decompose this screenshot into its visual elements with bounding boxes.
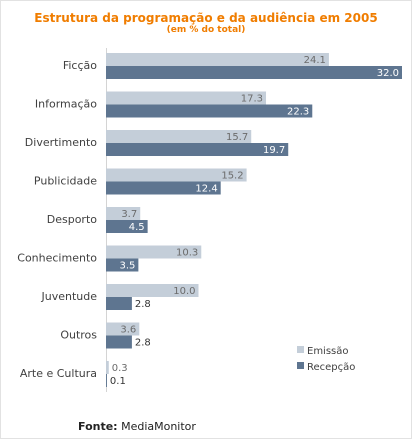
bar-emissao: [106, 130, 252, 143]
bar-recepcao: [106, 181, 221, 195]
category-label: Conhecimento: [17, 252, 97, 265]
legend-label-emissao: Emissão: [307, 346, 349, 357]
category-label: Publicidade: [34, 175, 97, 188]
data-label: 3.7: [121, 209, 137, 220]
source-note: Fonte: MediaMonitor: [78, 420, 196, 433]
data-label: 19.7: [263, 145, 285, 156]
data-label: 12.4: [195, 184, 217, 195]
data-label: 22.3: [287, 107, 309, 118]
data-label: 32.0: [377, 68, 399, 79]
data-label: 2.8: [135, 338, 151, 349]
bar-recepcao: [106, 258, 139, 272]
legend-swatch-recepcao: [297, 362, 304, 369]
legend-label-recepcao: Recepção: [307, 362, 355, 373]
data-label: 3.5: [119, 261, 135, 272]
category-label: Arte e Cultura: [20, 367, 97, 380]
bar-recepcao: [106, 66, 402, 79]
data-label: 10.0: [173, 286, 195, 297]
data-label: 15.2: [221, 171, 243, 182]
bar-emissao: [106, 91, 267, 105]
bar-emissao: [106, 322, 140, 336]
data-label: 3.6: [120, 325, 136, 336]
data-label: 4.5: [129, 222, 145, 233]
category-label: Outros: [60, 329, 97, 342]
bar-recepcao: [106, 143, 289, 156]
legend-swatch-emissao: [297, 346, 304, 353]
source-label: Fonte:: [78, 420, 118, 433]
category-label: Divertimento: [25, 136, 97, 149]
bar-emissao: [106, 361, 109, 374]
chart-subtitle: (em % do total): [166, 25, 246, 35]
data-label: 0.1: [110, 376, 126, 387]
bar-emissao: [106, 53, 329, 66]
bar-emissao: [106, 284, 199, 297]
bar-recepcao: [106, 220, 148, 233]
category-label: Juventude: [41, 290, 98, 303]
data-label: 0.3: [112, 363, 128, 374]
data-label: 10.3: [176, 248, 198, 259]
data-label: 2.8: [135, 299, 151, 310]
source-value: MediaMonitor: [121, 420, 196, 433]
bar-recepcao: [106, 374, 107, 387]
category-label: Desporto: [47, 213, 98, 226]
bar-emissao: [106, 245, 202, 259]
data-label: 15.7: [226, 132, 248, 143]
chart-title: Estrutura da programação e da audiência …: [34, 11, 378, 25]
bar-recepcao: [106, 297, 132, 310]
bar-emissao: [106, 207, 141, 220]
data-label: 24.1: [304, 55, 326, 66]
data-label: 17.3: [241, 94, 263, 105]
category-label: Informação: [35, 98, 97, 111]
category-label: Ficção: [63, 59, 97, 72]
bar-recepcao: [106, 104, 313, 118]
bar-emissao: [106, 168, 247, 182]
bar-recepcao: [106, 335, 132, 349]
